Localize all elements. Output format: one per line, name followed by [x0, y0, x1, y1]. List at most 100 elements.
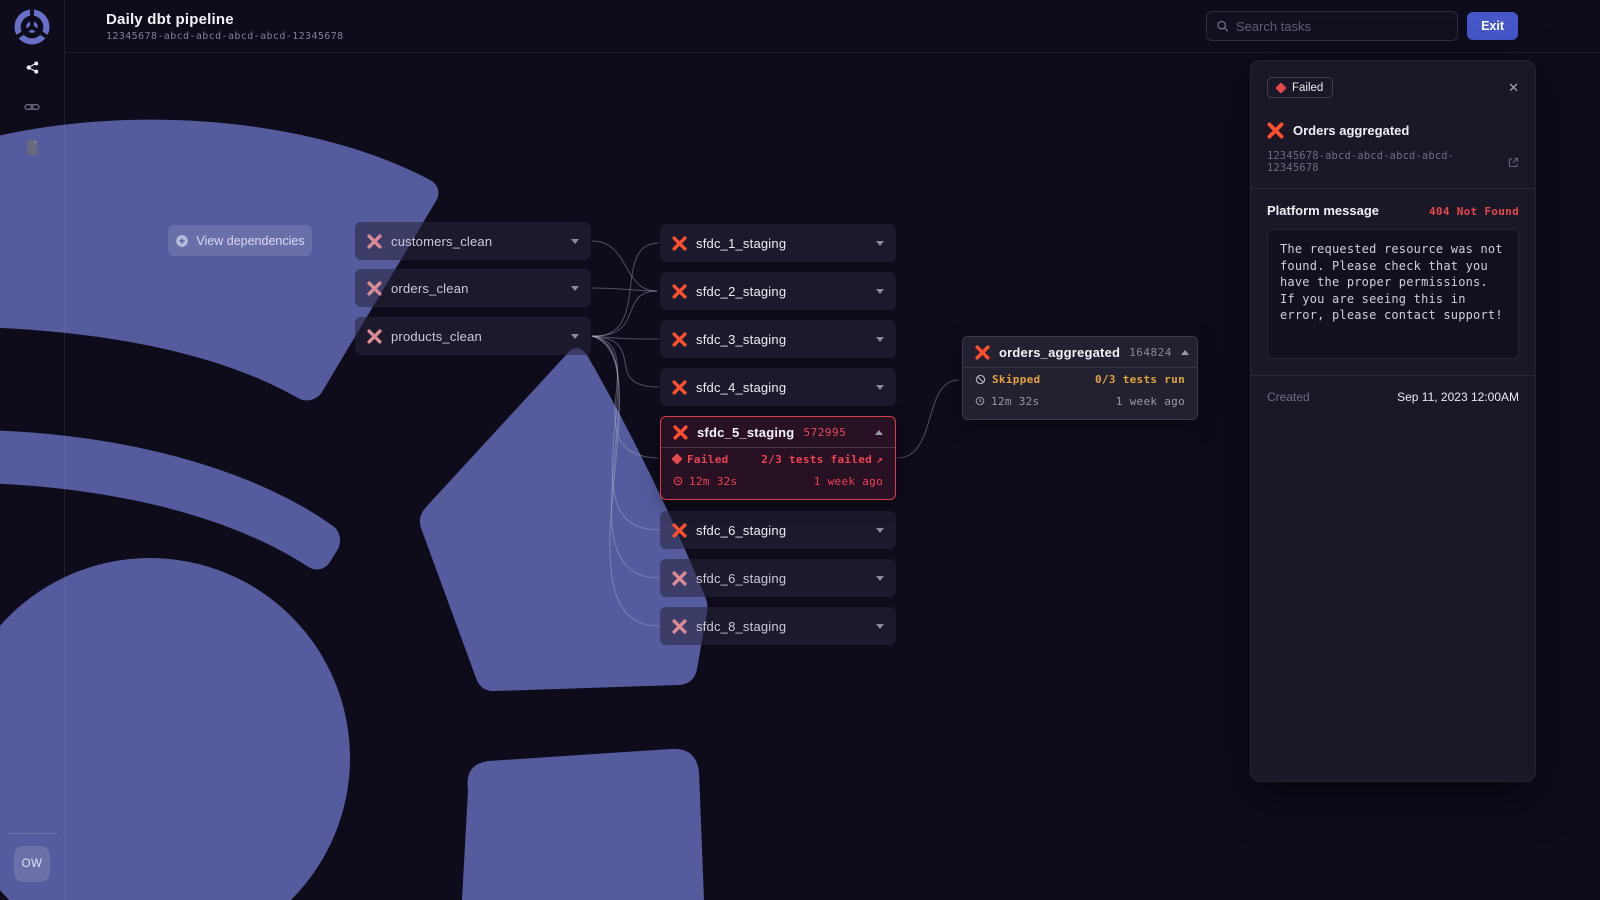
arrow-up-right-icon: ↗ [876, 452, 883, 466]
chevron-up-icon[interactable] [1180, 349, 1189, 355]
chevron-down-icon[interactable] [571, 285, 579, 291]
time-ago-text: 1 week ago [1115, 394, 1185, 408]
node-label: sfdc_3_staging [696, 331, 787, 347]
node-sfdc-4-staging[interactable]: sfdc_4_staging [660, 368, 896, 406]
error-code: 404 Not Found [1429, 205, 1519, 218]
chevron-down-icon[interactable] [876, 288, 884, 294]
chevron-down-icon[interactable] [571, 333, 579, 339]
dbt-icon [673, 424, 688, 440]
clock-icon [975, 396, 985, 406]
node-label: products_clean [391, 328, 482, 344]
node-customers-clean[interactable]: customers_clean [355, 222, 591, 260]
node-sfdc-5-staging-failed[interactable]: sfdc_5_staging 572995 Failed 2/3 tests f… [660, 416, 896, 500]
divider [963, 367, 1197, 368]
chevron-down-icon[interactable] [876, 527, 884, 533]
dbt-icon [672, 283, 687, 299]
dbt-icon [672, 522, 687, 538]
status-row: Failed 2/3 tests failed ↗ [661, 448, 895, 470]
chevron-down-icon[interactable] [876, 575, 884, 581]
view-dependencies-label: View dependencies [196, 233, 305, 248]
divider [1251, 188, 1535, 189]
user-avatar[interactable]: OW [14, 846, 50, 882]
tests-run-text: 0/3 tests run [1095, 372, 1185, 386]
node-products-clean[interactable]: products_clean [355, 317, 591, 355]
platform-message-box: The requested resource was not found. Pl… [1267, 229, 1519, 359]
platform-message-title: Platform message [1267, 203, 1379, 218]
skipped-icon [975, 374, 986, 384]
status-badge: Failed [1267, 77, 1334, 98]
created-value: Sep 11, 2023 12:00AM [1397, 390, 1519, 404]
status-text: Failed [687, 452, 729, 466]
node-run-id: 572995 [803, 425, 847, 439]
duration-text: 12m 32s [991, 394, 1040, 408]
dbt-icon [367, 280, 382, 296]
top-header: Daily dbt pipeline 12345678-abcd-abcd-ab… [65, 0, 1600, 53]
pipeline-graph-icon[interactable] [24, 59, 40, 75]
node-label: sfdc_6_staging [696, 570, 787, 586]
search-input[interactable] [1235, 18, 1449, 34]
chevron-down-icon[interactable] [876, 384, 884, 390]
divider [1251, 375, 1535, 376]
close-icon[interactable]: ✕ [1508, 80, 1519, 95]
node-label: sfdc_5_staging [697, 424, 795, 440]
status-row: Skipped 0/3 tests run [963, 368, 1197, 390]
node-label: sfdc_4_staging [696, 379, 787, 395]
created-label: Created [1267, 390, 1310, 404]
link-icon[interactable] [24, 99, 40, 115]
node-sfdc-3-staging[interactable]: sfdc_3_staging [660, 320, 896, 358]
dbt-icon [672, 235, 687, 251]
node-run-id: 164824 [1129, 345, 1172, 359]
status-text: Skipped [992, 372, 1041, 386]
app-logo-icon[interactable] [14, 9, 50, 45]
status-badge-label: Failed [1292, 81, 1324, 94]
clock-icon [673, 476, 683, 486]
dbt-icon [672, 570, 687, 586]
plus-circle-icon [176, 234, 189, 247]
node-label: customers_clean [391, 233, 493, 249]
node-orders-clean[interactable]: orders_clean [355, 269, 591, 307]
time-ago-text: 1 week ago [813, 474, 883, 488]
search-box[interactable] [1206, 11, 1459, 41]
chevron-up-icon[interactable] [875, 429, 883, 435]
panel-node-title: Orders aggregated [1293, 123, 1410, 138]
duration-text: 12m 32s [689, 474, 738, 488]
node-label: orders_aggregated [999, 344, 1121, 360]
chevron-down-icon[interactable] [876, 240, 884, 246]
chevron-down-icon[interactable] [876, 336, 884, 342]
tests-failed-link[interactable]: 2/3 tests failed ↗ [761, 452, 883, 466]
failed-diamond-icon [671, 453, 683, 465]
node-orders-aggregated[interactable]: orders_aggregated 164824 Skipped 0/3 tes… [962, 336, 1198, 420]
node-sfdc-8-staging[interactable]: sfdc_8_staging [660, 607, 896, 645]
node-label: sfdc_1_staging [696, 235, 787, 251]
external-link-icon[interactable] [1508, 157, 1519, 168]
divider [661, 447, 895, 448]
exit-button[interactable]: Exit [1467, 12, 1518, 40]
node-label: sfdc_8_staging [696, 618, 787, 634]
dbt-icon [672, 331, 687, 347]
sidebar: OW [0, 0, 65, 900]
view-dependencies-button[interactable]: View dependencies [168, 225, 312, 256]
dbt-icon [367, 233, 382, 249]
dbt-icon [672, 618, 687, 634]
sidebar-divider [7, 833, 57, 834]
pipeline-id: 12345678-abcd-abcd-abcd-abcd-12345678 [106, 30, 344, 42]
node-sfdc-6-staging-b[interactable]: sfdc_6_staging [660, 559, 896, 597]
node-sfdc-1-staging[interactable]: sfdc_1_staging [660, 224, 896, 262]
chevron-down-icon[interactable] [876, 623, 884, 629]
search-icon [1217, 20, 1229, 32]
page-title: Daily dbt pipeline [106, 10, 234, 28]
failed-diamond-icon [1275, 81, 1287, 94]
duration-row: 12m 32s 1 week ago [661, 470, 895, 492]
document-icon[interactable] [24, 139, 40, 155]
node-sfdc-6-staging[interactable]: sfdc_6_staging [660, 511, 896, 549]
panel-node-id: 12345678-abcd-abcd-abcd-abcd-12345678 [1267, 150, 1455, 174]
chevron-down-icon[interactable] [571, 238, 579, 244]
node-label: sfdc_2_staging [696, 283, 787, 299]
node-sfdc-2-staging[interactable]: sfdc_2_staging [660, 272, 896, 310]
duration-row: 12m 32s 1 week ago [963, 390, 1197, 412]
dbt-icon [975, 344, 990, 360]
node-label: sfdc_6_staging [696, 522, 787, 538]
dbt-icon [367, 328, 382, 344]
node-label: orders_clean [391, 280, 469, 296]
task-detail-panel: Failed ✕ Orders aggregated 12345678-abcd… [1250, 60, 1536, 782]
